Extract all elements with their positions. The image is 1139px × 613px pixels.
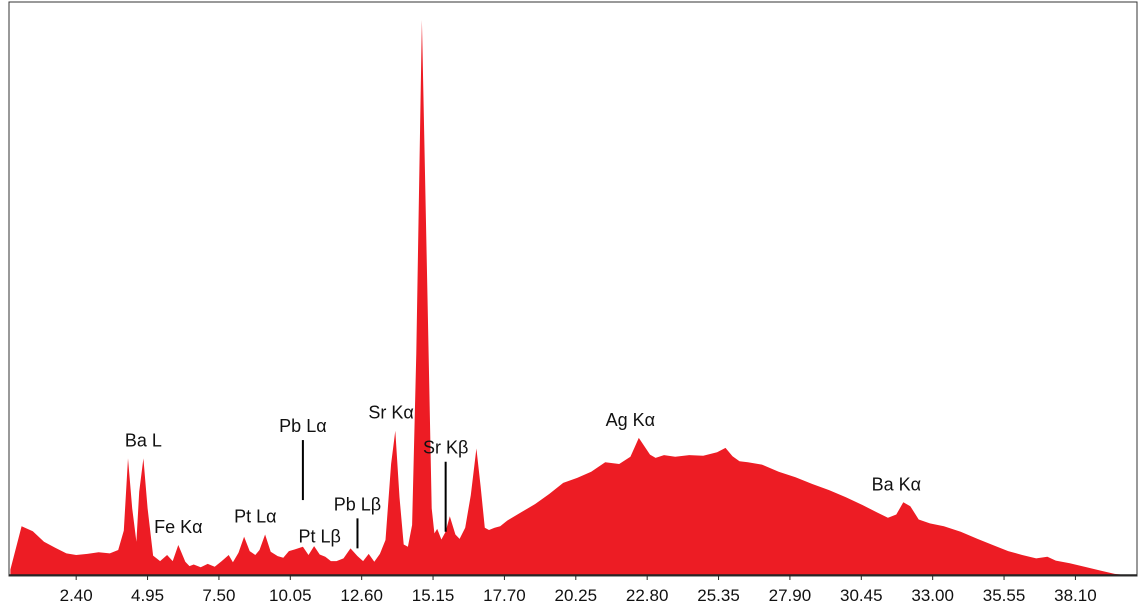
peak-annotation-label: Ba Kα — [872, 474, 921, 494]
x-tick-label: 22.80 — [626, 586, 669, 605]
x-tick-label: 7.50 — [202, 586, 235, 605]
peak-annotations: Ba L Fe Kα Pt Lα Pb Lα Pt Lβ Pb Lβ Sr Kα Sr Kβ A… — [125, 403, 921, 547]
x-tick-label: 25.35 — [697, 586, 740, 605]
peak-annotation-label: Sr Kα — [368, 403, 413, 423]
peak-annotation-label: Ba L — [125, 430, 162, 450]
spectrum-area — [10, 20, 1126, 575]
annotation-markers — [301, 440, 447, 549]
peak-annotation-label: Pb Lα — [279, 416, 326, 436]
x-tick-label: 27.90 — [769, 586, 812, 605]
peak-annotation-label: Pb Lβ — [334, 494, 381, 514]
peak-annotation-label: Pt Lβ — [299, 526, 341, 546]
plot-frame — [8, 1, 1138, 577]
peak-annotation-label: Sr Kβ — [423, 438, 468, 458]
peak-annotation-label: Fe Kα — [154, 517, 202, 537]
x-tick-label: 2.40 — [60, 586, 93, 605]
x-tick-label: 30.45 — [840, 586, 883, 605]
x-tick-label: 10.05 — [269, 586, 312, 605]
x-tick-label: 38.10 — [1054, 586, 1097, 605]
x-axis-ticks: 2.40 4.95 7.50 10.05 12.60 15.15 17.70 20.25 22.… — [60, 575, 1097, 605]
x-tick-label: 15.15 — [412, 586, 455, 605]
x-tick-label: 35.55 — [983, 586, 1026, 605]
x-tick-label: 12.60 — [340, 586, 383, 605]
x-tick-label: 33.00 — [911, 586, 954, 605]
peak-annotation-label: Ag Kα — [606, 410, 655, 430]
x-tick-label: 4.95 — [131, 586, 164, 605]
peak-annotation-label: Pt Lα — [234, 506, 276, 526]
x-tick-label: 17.70 — [483, 586, 526, 605]
x-tick-label: 20.25 — [555, 586, 598, 605]
